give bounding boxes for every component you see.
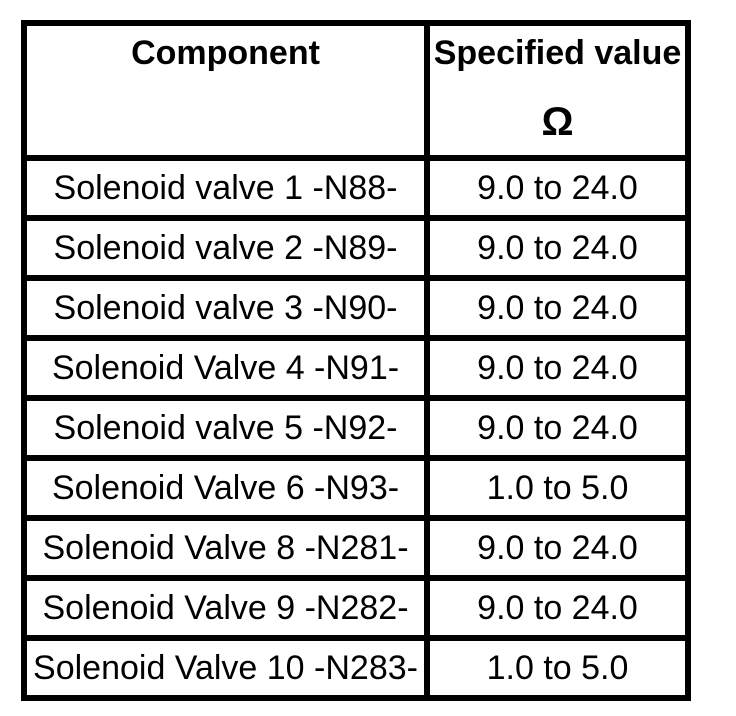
spec-table: Component Specified value Ω Solenoid val… <box>21 20 691 701</box>
value-cell: 9.0 to 24.0 <box>430 581 685 635</box>
value-cell: 1.0 to 5.0 <box>430 641 685 695</box>
value-cell: 9.0 to 24.0 <box>430 401 685 455</box>
column-title-specified-value: Specified value <box>433 34 682 72</box>
ohm-unit-symbol: Ω <box>541 100 574 144</box>
component-cell: Solenoid Valve 6 -N93- <box>27 461 424 515</box>
header-cell-specified-value: Specified value Ω <box>430 26 685 155</box>
value-cell: 9.0 to 24.0 <box>430 281 685 335</box>
component-cell: Solenoid valve 5 -N92- <box>27 401 424 455</box>
component-cell: Solenoid valve 1 -N88- <box>27 161 424 215</box>
value-cell: 9.0 to 24.0 <box>430 161 685 215</box>
value-cell: 9.0 to 24.0 <box>430 521 685 575</box>
value-cell: 9.0 to 24.0 <box>430 341 685 395</box>
component-cell: Solenoid Valve 4 -N91- <box>27 341 424 395</box>
component-cell: Solenoid Valve 8 -N281- <box>27 521 424 575</box>
component-cell: Solenoid Valve 9 -N282- <box>27 581 424 635</box>
value-cell: 1.0 to 5.0 <box>430 461 685 515</box>
value-cell: 9.0 to 24.0 <box>430 221 685 275</box>
header-cell-component: Component <box>27 26 424 155</box>
component-cell: Solenoid valve 2 -N89- <box>27 221 424 275</box>
column-title-component: Component <box>131 34 320 72</box>
component-cell: Solenoid valve 3 -N90- <box>27 281 424 335</box>
component-cell: Solenoid Valve 10 -N283- <box>27 641 424 695</box>
